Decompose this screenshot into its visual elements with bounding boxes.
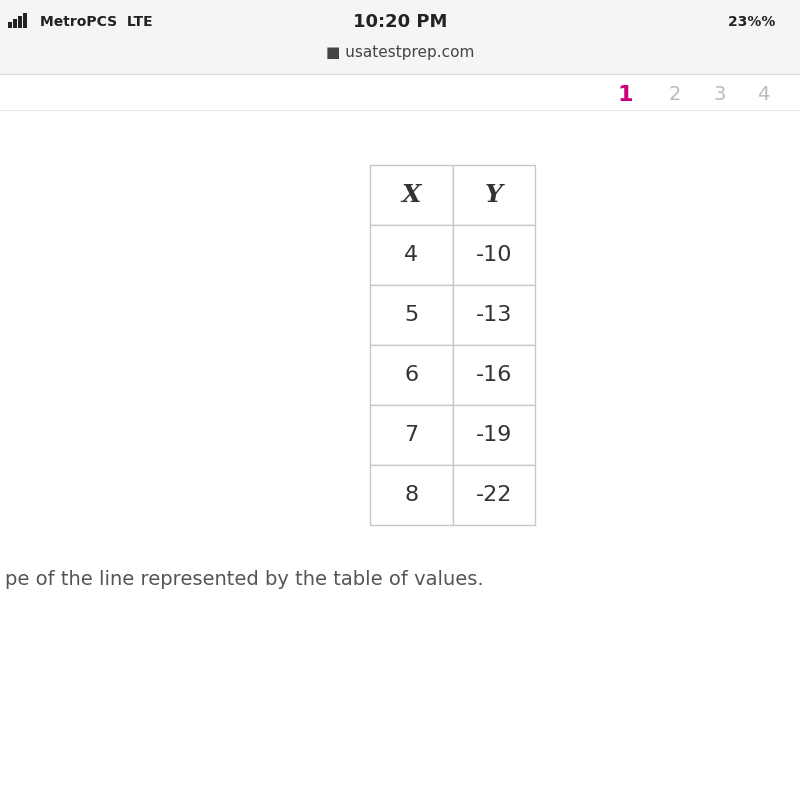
Text: 1: 1 — [618, 85, 633, 105]
Text: 5: 5 — [404, 305, 418, 325]
Text: -10: -10 — [475, 245, 512, 265]
Text: -22: -22 — [475, 485, 512, 505]
Bar — [13, 19, 17, 28]
Text: 23%%: 23%% — [728, 15, 785, 29]
Bar — [453, 345, 535, 405]
Text: 10:20 PM: 10:20 PM — [353, 13, 447, 31]
Text: ■ usatestprep.com: ■ usatestprep.com — [326, 45, 474, 59]
Bar — [370, 165, 453, 225]
Text: 8: 8 — [404, 485, 418, 505]
Bar — [370, 225, 453, 285]
Text: -13: -13 — [475, 305, 512, 325]
Text: -16: -16 — [475, 365, 512, 385]
Bar — [370, 405, 453, 465]
Bar — [453, 165, 535, 225]
Bar — [370, 345, 453, 405]
Text: 6: 6 — [404, 365, 418, 385]
Bar — [0, 0, 800, 75]
Text: 7: 7 — [404, 425, 418, 445]
Bar — [453, 285, 535, 345]
Bar — [23, 13, 27, 28]
Bar — [370, 465, 453, 525]
Text: -19: -19 — [475, 425, 512, 445]
Text: Y: Y — [485, 183, 502, 207]
Bar — [453, 225, 535, 285]
Text: 3: 3 — [714, 86, 726, 104]
Bar — [370, 285, 453, 345]
Text: MetroPCS  LTE: MetroPCS LTE — [40, 15, 153, 29]
Bar — [453, 465, 535, 525]
Bar — [453, 405, 535, 465]
Text: 2: 2 — [669, 86, 681, 104]
Text: 4: 4 — [757, 86, 769, 104]
Bar — [18, 16, 22, 28]
Text: X: X — [402, 183, 421, 207]
Text: pe of the line represented by the table of values.: pe of the line represented by the table … — [5, 570, 484, 589]
Bar — [8, 22, 12, 28]
Text: 4: 4 — [404, 245, 418, 265]
